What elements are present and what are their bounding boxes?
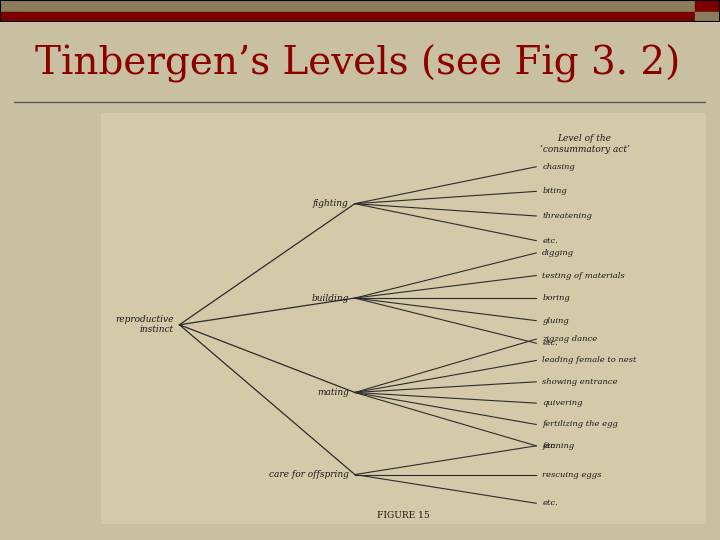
Text: fanning: fanning xyxy=(542,442,575,450)
Text: chasing: chasing xyxy=(542,163,575,171)
Text: etc.: etc. xyxy=(542,339,558,347)
Bar xyxy=(0,12,695,22)
Text: etc.: etc. xyxy=(542,237,558,245)
Text: fighting: fighting xyxy=(313,199,348,208)
Text: zigzag dance: zigzag dance xyxy=(542,335,598,343)
Text: rescuing eggs: rescuing eggs xyxy=(542,470,602,478)
Text: building: building xyxy=(311,294,348,302)
Text: care for offspring: care for offspring xyxy=(269,470,348,479)
Text: fertilizing the egg: fertilizing the egg xyxy=(542,421,618,428)
Text: quivering: quivering xyxy=(542,399,582,407)
Text: FIGURE 15: FIGURE 15 xyxy=(377,511,430,519)
Text: mating: mating xyxy=(317,388,348,397)
Text: showing entrance: showing entrance xyxy=(542,378,618,386)
Text: threatening: threatening xyxy=(542,212,592,220)
Text: gluing: gluing xyxy=(542,316,569,325)
Text: biting: biting xyxy=(542,187,567,195)
Text: digging: digging xyxy=(542,249,575,257)
Text: leading female to nest: leading female to nest xyxy=(542,356,636,365)
Text: reproductive
instinct: reproductive instinct xyxy=(115,315,174,334)
Text: Level of the
‘consummatory act’: Level of the ‘consummatory act’ xyxy=(540,134,629,154)
Text: testing of materials: testing of materials xyxy=(542,272,625,280)
Text: boring: boring xyxy=(542,294,570,302)
Bar xyxy=(695,12,720,22)
Text: Tinbergen’s Levels (see Fig 3. 2): Tinbergen’s Levels (see Fig 3. 2) xyxy=(35,44,680,83)
Bar xyxy=(0,0,695,12)
Bar xyxy=(695,0,720,12)
Text: etc.: etc. xyxy=(542,442,558,450)
Text: etc.: etc. xyxy=(542,500,558,507)
